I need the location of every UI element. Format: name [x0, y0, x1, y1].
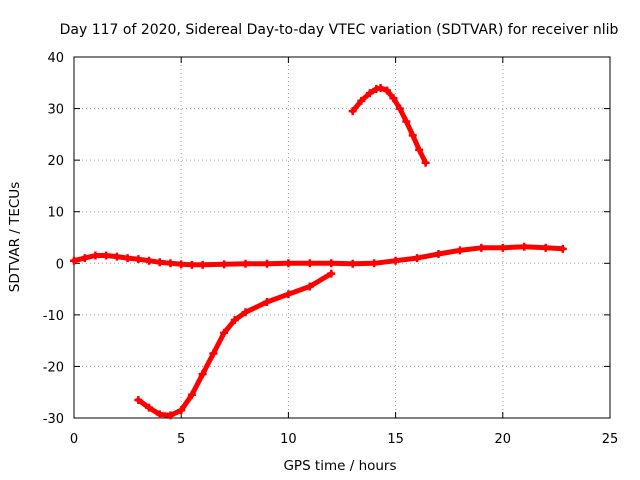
- y-tick-label: -30: [43, 412, 64, 427]
- data-point: [177, 406, 186, 415]
- data-point: [327, 259, 336, 268]
- x-tick-label: 20: [495, 432, 512, 447]
- y-tick-label: 40: [47, 51, 64, 66]
- series-arc-high: [348, 83, 430, 167]
- x-tick-label: 0: [70, 432, 78, 447]
- data-point: [145, 403, 154, 412]
- grid: [74, 57, 610, 418]
- data-point: [155, 410, 164, 419]
- data-point: [284, 290, 293, 299]
- data-point: [498, 243, 507, 252]
- data-point: [558, 244, 567, 253]
- data-point: [102, 251, 111, 260]
- data-point: [305, 259, 314, 268]
- series-trace: [135, 271, 334, 418]
- x-axis-label: GPS time / hours: [283, 458, 396, 474]
- chart-title: Day 117 of 2020, Sidereal Day-to-day VTE…: [60, 22, 619, 38]
- data-series: [70, 83, 567, 420]
- data-point: [455, 246, 464, 255]
- data-point: [413, 254, 422, 263]
- series-trace: [350, 85, 429, 166]
- series-arc-low: [134, 269, 336, 420]
- data-point: [421, 158, 430, 167]
- ticks: [73, 56, 611, 419]
- data-point: [123, 254, 132, 263]
- data-point: [166, 259, 175, 268]
- data-point: [541, 243, 550, 252]
- data-point: [166, 411, 175, 420]
- data-point: [402, 117, 411, 126]
- data-point: [91, 251, 100, 260]
- y-tick-label: -10: [43, 309, 64, 324]
- x-tick-label: 5: [177, 432, 185, 447]
- data-point: [80, 254, 89, 263]
- data-point: [370, 259, 379, 268]
- data-point: [389, 94, 398, 103]
- data-point: [187, 390, 196, 399]
- data-point: [262, 259, 271, 268]
- data-point: [365, 89, 374, 98]
- x-tick-labels: 0 5 10 15 20 25: [70, 432, 618, 447]
- y-tick-label: 10: [47, 206, 64, 221]
- series-baseline: [70, 242, 567, 269]
- data-point: [327, 269, 336, 278]
- data-point: [376, 83, 385, 92]
- data-point: [112, 252, 121, 261]
- data-point: [262, 297, 271, 306]
- y-tick-label: 0: [56, 257, 64, 272]
- data-point: [187, 260, 196, 269]
- x-tick-label: 25: [602, 432, 619, 447]
- data-point: [134, 395, 143, 404]
- data-point: [383, 86, 392, 95]
- data-point: [305, 282, 314, 291]
- data-point: [520, 242, 529, 251]
- data-point: [145, 256, 154, 265]
- data-point: [348, 259, 357, 268]
- y-tick-label: 30: [47, 103, 64, 118]
- y-axis-label: SDTVAR / TECUs: [7, 182, 23, 292]
- data-point: [241, 308, 250, 317]
- y-tick-label: 20: [47, 154, 64, 169]
- data-point: [477, 243, 486, 252]
- data-point: [70, 256, 78, 265]
- data-point: [391, 256, 400, 265]
- data-point: [220, 328, 229, 337]
- data-point: [177, 260, 186, 269]
- data-point: [241, 259, 250, 268]
- y-tick-labels: -30 -20 -10 0 10 20 30 40: [43, 51, 64, 427]
- data-point: [415, 145, 424, 154]
- y-tick-label: -20: [43, 360, 64, 375]
- data-point: [220, 260, 229, 269]
- data-point: [198, 370, 207, 379]
- data-point: [134, 255, 143, 264]
- data-point: [357, 96, 366, 105]
- x-tick-label: 15: [387, 432, 404, 447]
- data-point: [434, 250, 443, 259]
- data-point: [395, 104, 404, 113]
- data-point: [408, 131, 417, 140]
- data-point: [155, 258, 164, 267]
- data-point: [348, 107, 357, 116]
- plot-frame: [73, 56, 611, 419]
- series-trace: [71, 244, 566, 268]
- data-point: [230, 316, 239, 325]
- data-point: [198, 260, 207, 269]
- data-point: [284, 259, 293, 268]
- x-tick-label: 10: [280, 432, 297, 447]
- data-point: [209, 349, 218, 358]
